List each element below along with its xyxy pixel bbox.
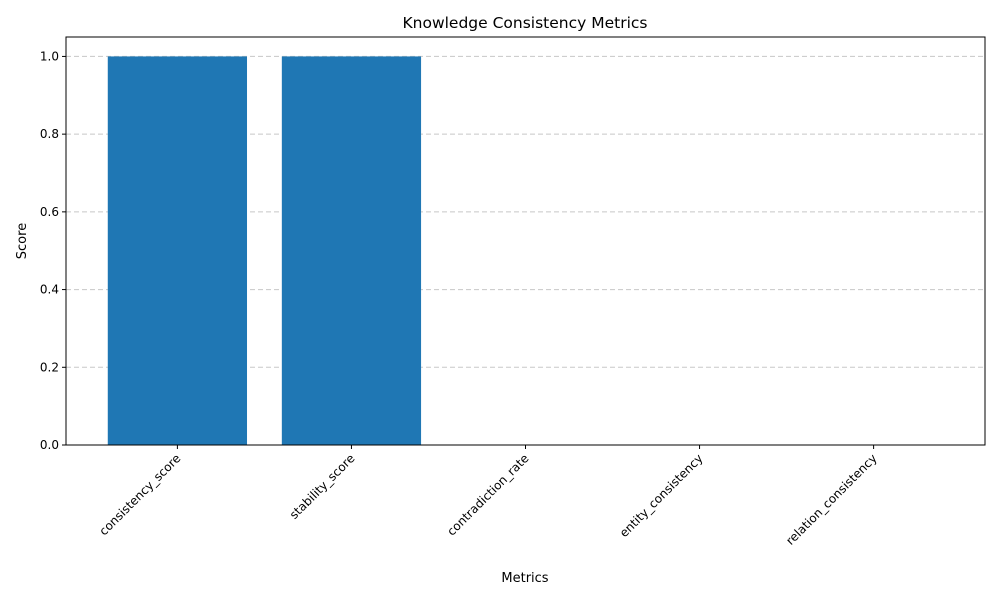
y-tick-label: 0.4 (40, 283, 59, 297)
y-tick-label: 1.0 (40, 49, 59, 63)
y-axis-ticks: 0.0 0.2 0.4 0.6 0.8 1.0 (40, 49, 66, 452)
bar-stability-score (281, 56, 422, 446)
y-tick-label: 0.0 (40, 438, 59, 452)
x-axis-label: Metrics (501, 571, 548, 586)
y-tick-label: 0.2 (40, 360, 59, 374)
y-tick-label: 0.8 (40, 127, 59, 141)
bar-consistency-score (107, 56, 248, 446)
y-axis-label: Score (15, 223, 30, 259)
y-tick-label: 0.6 (40, 205, 59, 219)
bars (107, 56, 422, 446)
chart-title: Knowledge Consistency Metrics (402, 14, 647, 32)
